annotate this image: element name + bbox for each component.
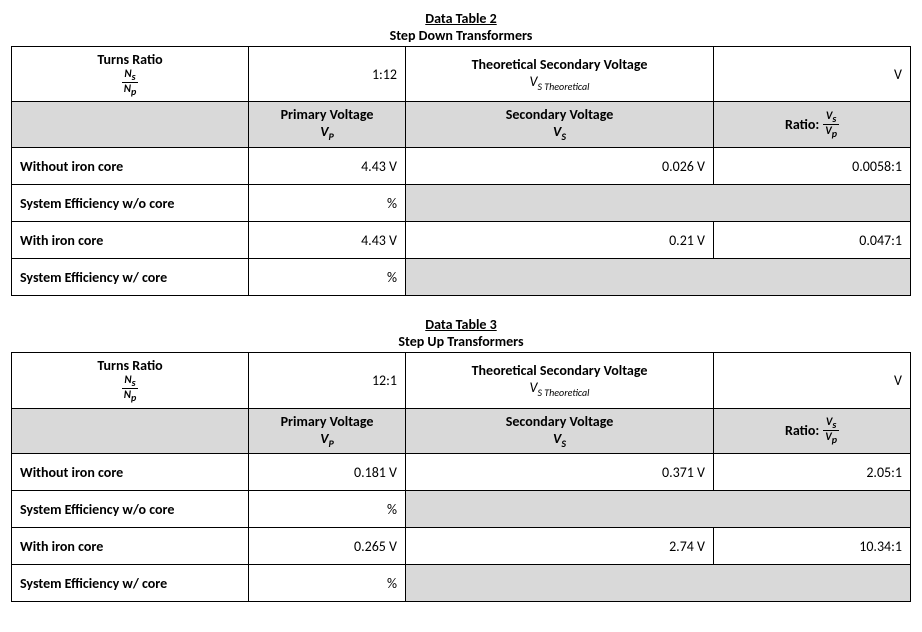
theoretical-voltage-header: Theoretical Secondary VoltageVS Theoreti… xyxy=(406,353,714,408)
subtitle-text: Step Up Transformers xyxy=(398,333,523,350)
row-label: With iron core xyxy=(12,222,249,259)
table-row: With iron core0.265 V2.74 V10.34:1 xyxy=(12,528,911,565)
primary-voltage-header: Primary VoltageVP xyxy=(249,102,406,148)
table-row: System Efficiency w/o core% xyxy=(12,491,911,528)
theoretical-voltage-unit: V xyxy=(714,353,911,408)
ratio-header: Ratio: VsVp xyxy=(714,102,911,148)
title-text: Data Table 2 xyxy=(425,10,496,27)
ratio-header: Ratio: VsVp xyxy=(714,408,911,454)
turns-ratio-header: Turns RatioNsNp xyxy=(12,353,249,408)
secondary-value: 2.74 V xyxy=(406,528,714,565)
theo-label: Theoretical Secondary Voltage xyxy=(414,56,705,73)
efficiency-blank xyxy=(406,491,911,528)
table-row: System Efficiency w/ core% xyxy=(12,259,911,296)
turns-ratio-label: Turns Ratio xyxy=(20,51,240,68)
theo-label: Theoretical Secondary Voltage xyxy=(414,362,705,379)
turns-ratio-header: Turns RatioNsNp xyxy=(12,47,249,102)
primary-voltage-header: Primary VoltageVP xyxy=(249,408,406,454)
efficiency-blank xyxy=(406,185,911,222)
ratio-value: 0.047:1 xyxy=(714,222,911,259)
row-label: System Efficiency w/ core xyxy=(12,259,249,296)
primary-value: 0.265 V xyxy=(249,528,406,565)
table-row: Without iron core4.43 V0.026 V0.0058:1 xyxy=(12,148,911,185)
ratio-value: 0.0058:1 xyxy=(714,148,911,185)
data-table: Turns RatioNsNp1:12Theoretical Secondary… xyxy=(11,46,911,296)
row-label: Without iron core xyxy=(12,148,249,185)
secondary-value: 0.21 V xyxy=(406,222,714,259)
table-row: System Efficiency w/o core% xyxy=(12,185,911,222)
efficiency-blank xyxy=(406,565,911,602)
efficiency-blank xyxy=(406,259,911,296)
table-title: Data Table 3Step Up Transformers xyxy=(10,316,912,350)
row-label: System Efficiency w/o core xyxy=(12,185,249,222)
table-row: With iron core4.43 V0.21 V0.047:1 xyxy=(12,222,911,259)
subtitle-text: Step Down Transformers xyxy=(390,27,533,44)
row-label: Without iron core xyxy=(12,454,249,491)
theoretical-voltage-unit: V xyxy=(714,47,911,102)
table-title: Data Table 2Step Down Transformers xyxy=(10,10,912,44)
ratio-value: 2.05:1 xyxy=(714,454,911,491)
primary-value: % xyxy=(249,185,406,222)
turns-ratio-value: 1:12 xyxy=(249,47,406,102)
primary-value: 0.181 V xyxy=(249,454,406,491)
secondary-value: 0.026 V xyxy=(406,148,714,185)
row-label: System Efficiency w/ core xyxy=(12,565,249,602)
turns-ratio-label: Turns Ratio xyxy=(20,357,240,374)
primary-value: % xyxy=(249,259,406,296)
secondary-voltage-header: Secondary VoltageVS xyxy=(406,102,714,148)
primary-value: % xyxy=(249,491,406,528)
secondary-value: 0.371 V xyxy=(406,454,714,491)
theoretical-voltage-header: Theoretical Secondary VoltageVS Theoreti… xyxy=(406,47,714,102)
table-row: Without iron core0.181 V0.371 V2.05:1 xyxy=(12,454,911,491)
primary-value: 4.43 V xyxy=(249,222,406,259)
row-label: System Efficiency w/o core xyxy=(12,491,249,528)
row-label: With iron core xyxy=(12,528,249,565)
primary-value: 4.43 V xyxy=(249,148,406,185)
title-text: Data Table 3 xyxy=(425,316,496,333)
ratio-value: 10.34:1 xyxy=(714,528,911,565)
primary-value: % xyxy=(249,565,406,602)
table-row: System Efficiency w/ core% xyxy=(12,565,911,602)
blank-cell xyxy=(12,408,249,454)
turns-ratio-value: 12:1 xyxy=(249,353,406,408)
secondary-voltage-header: Secondary VoltageVS xyxy=(406,408,714,454)
blank-cell xyxy=(12,102,249,148)
data-table: Turns RatioNsNp12:1Theoretical Secondary… xyxy=(11,352,911,602)
